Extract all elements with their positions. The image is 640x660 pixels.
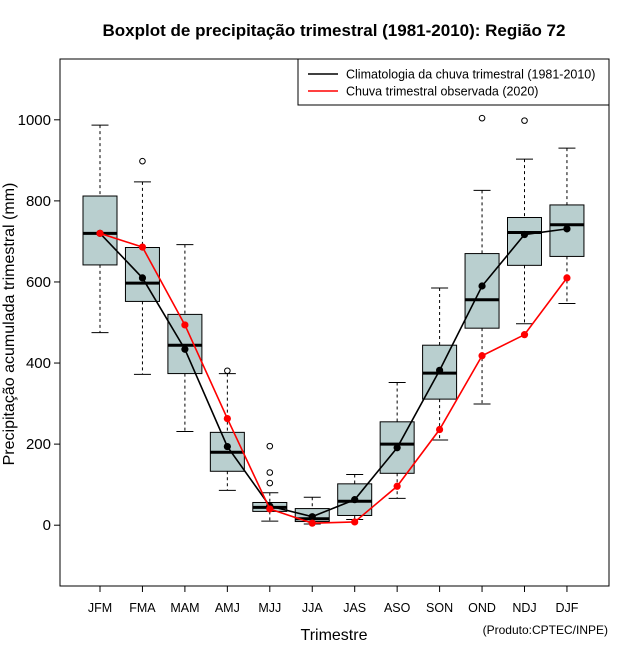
series-point xyxy=(436,425,444,434)
series-point xyxy=(436,366,444,374)
outlier-point xyxy=(266,479,274,487)
y-tick-label: 600 xyxy=(26,274,51,291)
series-point xyxy=(563,274,571,282)
outlier-point xyxy=(224,367,231,375)
series-point xyxy=(223,414,231,423)
credit-text: (Produto:CPTEC/INPE) xyxy=(483,623,608,637)
boxplot-jfm xyxy=(82,124,118,334)
boxplot-aso xyxy=(379,381,415,499)
boxplot-mam xyxy=(167,244,203,433)
outlier-point xyxy=(266,442,274,450)
x-axis-label: Trimestre xyxy=(301,627,368,644)
legend: Climatologia da chuva trimestral (1981-2… xyxy=(297,58,610,106)
series-point xyxy=(520,331,529,339)
x-axis: JFM FMA MAM AMJ MJJ JJA JAS ASO SON OND NDJ DJF xyxy=(88,586,579,615)
x-tick-label: JFM xyxy=(88,601,112,615)
series-point xyxy=(393,482,401,490)
series-layer xyxy=(96,225,571,527)
legend-box xyxy=(297,58,610,106)
x-tick-label: AMJ xyxy=(215,601,240,615)
series-point xyxy=(563,225,571,233)
series-line xyxy=(99,228,568,518)
y-tick-label: 1000 xyxy=(18,112,51,129)
chart-title: Boxplot de precipitação trimestral (1981… xyxy=(103,21,566,40)
series-point xyxy=(138,243,147,251)
x-tick-label: FMA xyxy=(129,601,156,615)
x-tick-label: OND xyxy=(468,601,496,615)
x-tick-label: MAM xyxy=(170,601,199,615)
y-axis-label: Precipitação acumulada trimestral (mm) xyxy=(1,183,18,466)
x-tick-label: JJA xyxy=(302,601,324,615)
outlier-point xyxy=(478,114,486,122)
y-tick-label: 400 xyxy=(26,355,51,372)
series-point xyxy=(266,505,274,513)
legend-entry: Chuva trimestral observada (2020) xyxy=(346,85,538,99)
box-iqr xyxy=(507,217,542,266)
series-point xyxy=(351,518,359,526)
legend-entry: Climatologia da chuva trimestral (1981-2… xyxy=(346,68,595,82)
y-axis: 0 200 400 600 800 1000 xyxy=(18,112,60,534)
boxplot-ndj xyxy=(507,117,542,325)
series-observada xyxy=(96,229,571,527)
series-point xyxy=(223,442,231,451)
series-line xyxy=(99,232,568,524)
x-tick-label: MJJ xyxy=(258,601,281,615)
series-point xyxy=(478,352,486,360)
series-point xyxy=(181,345,189,353)
series-point xyxy=(308,519,316,527)
boxplot-ond xyxy=(464,114,500,405)
y-tick-label: 200 xyxy=(26,436,51,453)
boxes-layer xyxy=(82,114,585,525)
boxplot-son xyxy=(422,287,458,441)
series-point xyxy=(308,513,316,521)
box-iqr xyxy=(464,253,500,329)
y-tick-label: 800 xyxy=(26,193,51,210)
series-point xyxy=(520,230,529,239)
outlier-point xyxy=(521,117,528,124)
series-point xyxy=(351,496,359,504)
series-point xyxy=(478,282,486,290)
boxplot-amj xyxy=(209,367,245,491)
x-tick-label: SON xyxy=(426,601,453,615)
series-point xyxy=(138,274,147,282)
x-tick-label: NDJ xyxy=(512,601,536,615)
x-tick-label: ASO xyxy=(384,601,411,615)
outlier-point xyxy=(139,157,146,165)
x-tick-label: DJF xyxy=(555,601,578,615)
x-tick-label: JAS xyxy=(343,601,366,615)
series-point xyxy=(96,229,104,237)
outlier-point xyxy=(266,469,274,476)
series-point xyxy=(393,444,401,452)
y-tick-label: 0 xyxy=(43,517,51,534)
series-point xyxy=(181,321,189,329)
